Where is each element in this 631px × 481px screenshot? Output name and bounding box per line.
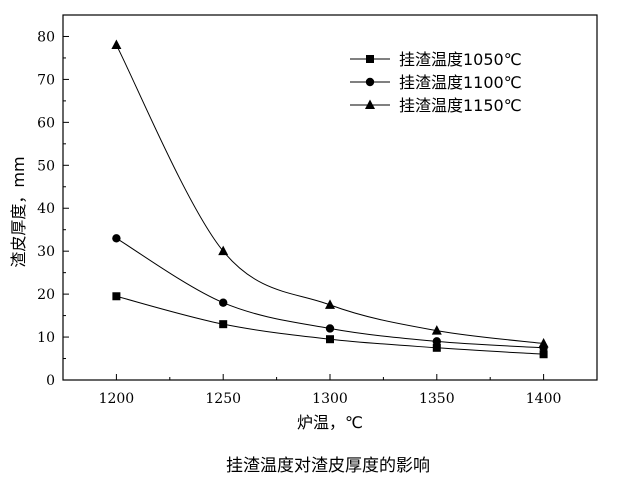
y-tick-label: 30	[37, 244, 55, 260]
y-tick-label: 10	[37, 330, 55, 346]
y-tick-label: 0	[46, 373, 55, 389]
legend-label-2: 挂渣温度1100℃	[399, 73, 522, 92]
y-tick-label: 50	[37, 158, 55, 174]
y-tick-label: 20	[37, 287, 55, 303]
legend-label-1: 挂渣温度1050℃	[399, 50, 522, 69]
data-point-series-3	[218, 245, 229, 256]
legend: 挂渣温度1050℃ 挂渣温度1100℃ 挂渣温度1150℃	[350, 50, 522, 115]
series-line-3	[115, 44, 544, 344]
x-tick-label: 1250	[205, 391, 241, 407]
data-point-series-1	[219, 320, 228, 329]
y-tick-label: 80	[37, 29, 55, 45]
data-point-series-1	[112, 292, 121, 301]
data-point-series-1	[539, 350, 548, 359]
x-tick-label: 1400	[526, 391, 562, 407]
axis-ticks: 0 10 20 30 40 50 60 70 80 1200 1250 1300 1350 1400	[37, 29, 561, 407]
x-tick-label: 1300	[312, 391, 348, 407]
data-point-series-1	[432, 343, 441, 352]
y-tick-label: 70	[37, 72, 55, 88]
legend-marker-1	[366, 55, 374, 63]
legend-label-3: 挂渣温度1150℃	[399, 96, 522, 115]
data-point-series-1	[326, 335, 334, 344]
data-point-series-3	[111, 39, 122, 50]
data-point-series-2	[219, 298, 228, 307]
x-axis-label: 炉温，℃	[297, 413, 363, 432]
y-tick-label: 60	[37, 115, 55, 131]
data-point-series-3	[538, 338, 549, 348]
x-tick-label: 1200	[99, 391, 135, 407]
data-point-series-2	[112, 234, 121, 243]
series-layer	[111, 39, 549, 359]
legend-marker-2	[365, 77, 375, 87]
data-point-series-2	[325, 324, 335, 333]
y-tick-label: 40	[37, 201, 55, 217]
figure-caption: 挂渣温度对渣皮厚度的影响	[226, 456, 430, 476]
data-point-series-3	[431, 325, 442, 335]
legend-marker-3	[365, 99, 375, 109]
y-axis-label: 渣皮厚度，mm	[9, 156, 28, 267]
data-point-series-3	[325, 299, 335, 309]
x-tick-label: 1350	[419, 391, 455, 407]
data-point-series-2	[432, 337, 441, 346]
